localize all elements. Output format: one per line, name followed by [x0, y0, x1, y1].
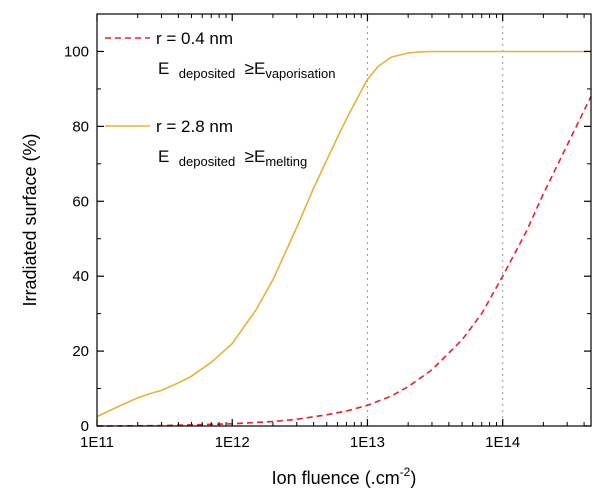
x-tick-label: 1E11 [80, 434, 114, 451]
legend-annotation-main: E [158, 147, 169, 166]
series-line-1 [96, 50, 591, 418]
x-axis-title-superscript: -2 [400, 465, 411, 479]
x-tick-label: 1E13 [350, 434, 385, 451]
x-tick-label: 1E12 [215, 434, 250, 451]
legend-annotation-space [235, 63, 244, 82]
legend-annotation-rel: ≥ [245, 59, 254, 78]
legend-annotation-space [169, 59, 178, 78]
legend-annotation-rel: ≥ [245, 147, 254, 166]
x-axis-title-main: Ion fluence (.cm [272, 468, 400, 488]
x-axis-title-suffix: ) [410, 468, 416, 488]
plot-frame [96, 13, 592, 427]
legend-annotation-main2: E [254, 59, 265, 78]
y-axis: 0 20 40 60 80 100 [64, 43, 591, 435]
x-axis-title: Ion fluence (.cm-2) [272, 465, 417, 488]
y-tick-label: 60 [72, 193, 89, 210]
y-tick-label: 20 [72, 343, 89, 360]
y-tick-label: 100 [64, 43, 89, 60]
legend-annotation-space [169, 147, 178, 166]
legend-label-0: r = 0.4 nm [156, 29, 233, 48]
legend-annotation-main: E [158, 59, 169, 78]
legend-annotation-0: E deposited ≥Evaporisation [158, 59, 335, 82]
y-axis-title: Irradiated surface (%) [20, 133, 40, 306]
legend-annotation-sub: deposited [179, 66, 235, 81]
x-axis: 1E11 1E12 1E13 1E14 [80, 14, 585, 451]
legend-annotation-sub2: vaporisation [265, 66, 335, 81]
x-tick-label: 1E14 [485, 434, 520, 451]
y-tick-label: 80 [72, 118, 89, 135]
legend-annotation-sub2: melting [265, 154, 307, 169]
series-layer [96, 50, 592, 427]
y-tick-label: 40 [72, 268, 89, 285]
legend-annotation-sub: deposited [179, 154, 235, 169]
y-tick-label: 0 [81, 418, 89, 435]
legend-label-1: r = 2.8 nm [156, 117, 233, 136]
series-line-0 [96, 96, 592, 427]
reference-lines [366, 14, 504, 426]
legend-annotation-space [235, 151, 244, 170]
legend-annotation-1: E deposited ≥Emelting [158, 147, 307, 170]
legend-annotation-main2: E [254, 147, 265, 166]
